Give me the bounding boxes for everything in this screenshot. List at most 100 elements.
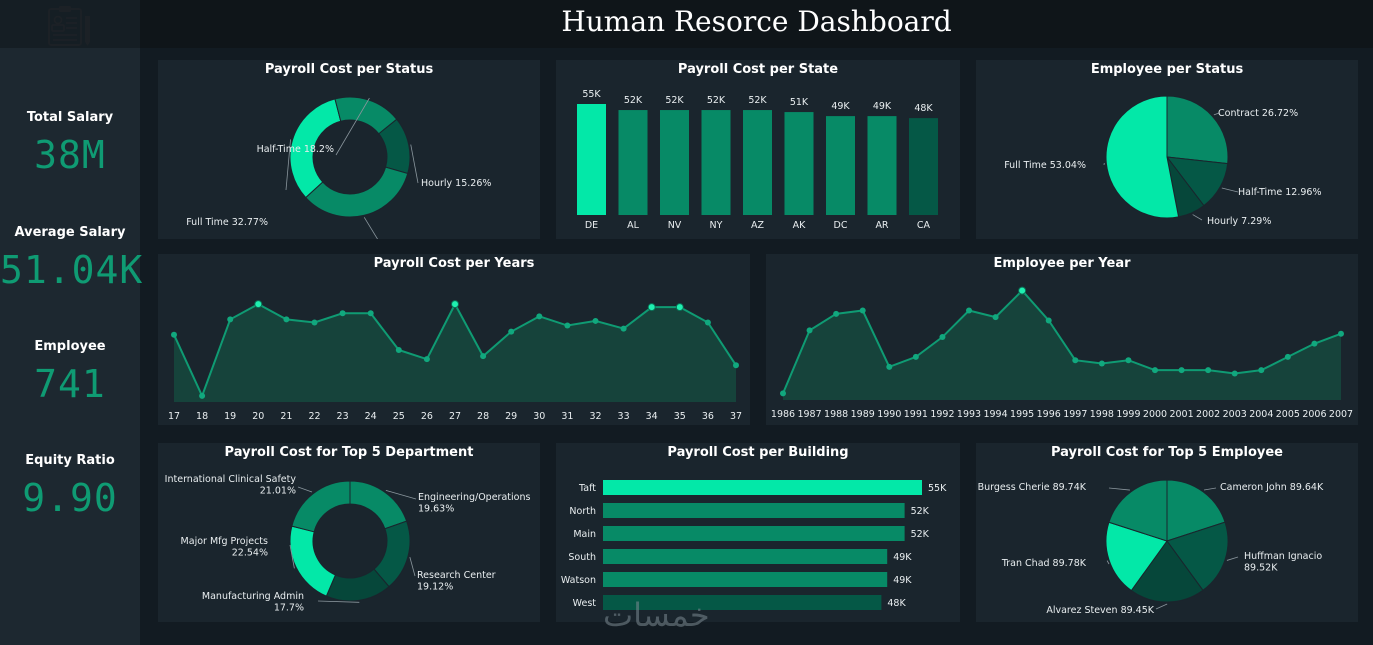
status-donut-leader-line [363,217,378,239]
employee-year-tick-label: 1989 [851,409,875,420]
kpi-sidebar: Total Salary 38M Average Salary 51.04K E… [0,48,142,645]
kpi-average-salary: Average Salary 51.04K [0,225,142,292]
employee-year-point [833,310,840,317]
payroll-years-point [339,310,346,317]
payroll-years-tick-label: 22 [308,411,320,422]
building-bar-value: 48K [887,598,906,609]
payroll-years-point [675,303,684,312]
payroll-dept-donut: Engineering/Operations 19.63% Research Cen… [165,474,531,613]
building-bar [603,526,905,541]
panel-payroll-years: Payroll Cost per Years 17 18 19 20 21 22 23 24 2… [158,254,750,425]
status-donut-label: Hourly 15.26% [421,178,491,189]
payroll-years-point [620,325,627,332]
payroll-years-point [536,313,543,320]
employee-year-point [1258,367,1265,374]
kpi-label: Employee [34,339,106,354]
building-bar-value: 49K [893,575,912,586]
dept-donut-label: Engineering/Operations 19.63% [418,492,530,514]
employee-year-tick-label: 1988 [824,409,848,420]
kpi-label: Average Salary [14,225,126,240]
employee-pie-label: Huffman Ignacio 89.52K [1244,551,1322,573]
payroll-years-tick-label: 35 [674,411,686,422]
employee-pie-label: Alvarez Steven 89.45K [1046,605,1154,616]
employee-pie-leader-line [1226,556,1239,561]
state-bar [743,110,772,215]
employee-status-pie-label: Contract 26.72% [1218,108,1298,119]
state-bar [826,116,855,215]
payroll-years-tick-label: 25 [393,411,405,422]
state-bar [618,110,648,215]
payroll-years-point [647,303,656,312]
building-tick-label: North [569,506,596,517]
payroll-years-area [174,304,736,402]
employee-year-point [886,363,893,370]
employee-year-point [1284,353,1291,360]
chart-title: Employee per Year [993,256,1131,271]
employee-pie-slice [1166,521,1229,592]
dept-donut-label: Major Mfg Projects 22.54% [181,536,268,558]
payroll-years-tick-label: 24 [365,411,377,422]
payroll-years-point [367,310,374,317]
employee-year-point [859,307,866,314]
state-bar [660,110,689,215]
payroll-employee-pie: Cameron John 89.64K Huffman Ignacio 89.52K… [978,479,1324,616]
panel-payroll-state: Payroll Cost per State 55K DE 52K AL 52K NV 52… [556,60,960,239]
dept-donut-leader-line [385,490,417,500]
building-bar [603,480,922,495]
status-donut-slice [305,166,409,218]
employee-year-point [912,353,919,360]
payroll-years-tick-label: 23 [337,411,349,422]
panel-payroll-dept: Payroll Cost for Top 5 Department Engine… [158,443,540,622]
building-bar-value: 52K [911,529,930,540]
employee-year-tick-label: 1999 [1116,409,1140,420]
dept-donut-leader-line [317,600,360,603]
employee-status-pie-label: Hourly 7.29% [1207,216,1271,227]
employee-year-tick-label: 2007 [1329,409,1353,420]
dept-donut-leader-line [409,557,416,577]
state-tick-label: AK [793,220,806,231]
employee-year-point [1018,286,1027,295]
payroll-years-tick-label: 17 [168,411,180,422]
status-donut-slice [334,96,398,135]
logo-box [0,0,140,48]
employee-status-pie-label: Half-Time 12.96% [1238,187,1321,198]
employee-year-area-chart: 1986 1987 1988 1989 1990 1991 1992 1993 1994 1995… [771,286,1353,420]
employee-pie-slice [1166,479,1226,542]
dept-donut-leader-line [297,486,313,493]
employee-year-line [782,289,1342,394]
state-bar-value: 52K [748,95,767,106]
employee-year-point [1045,317,1052,324]
dept-donut-label: Research Center 19.12% [417,570,496,592]
payroll-years-tick-label: 28 [477,411,489,422]
employee-year-tick-label: 1991 [904,409,928,420]
employee-year-tick-label: 1992 [930,409,954,420]
employee-pie-leader-line [1106,560,1110,565]
building-tick-label: Watson [561,575,596,586]
payroll-years-tick-label: 27 [449,411,461,422]
chart-title: Payroll Cost per Status [264,62,434,77]
panel-payroll-building: Payroll Cost per Building Taft 55K North 52… [556,443,960,622]
payroll-years-point [254,300,263,309]
status-donut-leader-line [285,139,291,191]
payroll-years-tick-label: 36 [702,411,714,422]
building-bar [603,503,905,518]
employee-year-point [1231,370,1238,377]
state-bar-value: 52K [707,95,726,106]
clipboard-resume-icon [48,6,90,46]
dept-donut-slice [289,525,337,597]
payroll-years-point [704,319,711,326]
payroll-years-tick-label: 30 [533,411,545,422]
employee-year-point [1178,367,1185,374]
employee-status-pie-slice [1105,95,1180,219]
employee-pie-label: Burgess Cherie 89.74K [978,482,1087,493]
payroll-years-point [171,331,177,338]
building-tick-label: Taft [578,483,596,494]
employee-year-tick-label: 1995 [1010,409,1034,420]
employee-year-point [780,390,786,397]
payroll-years-point [311,319,318,326]
payroll-years-tick-label: 20 [252,411,264,422]
dept-donut-label: International Clinical Safety 21.01% [165,474,297,496]
kpi-value: 741 [34,362,106,406]
kpi-value: 38M [34,133,106,177]
employee-pie-slice [1108,479,1168,542]
